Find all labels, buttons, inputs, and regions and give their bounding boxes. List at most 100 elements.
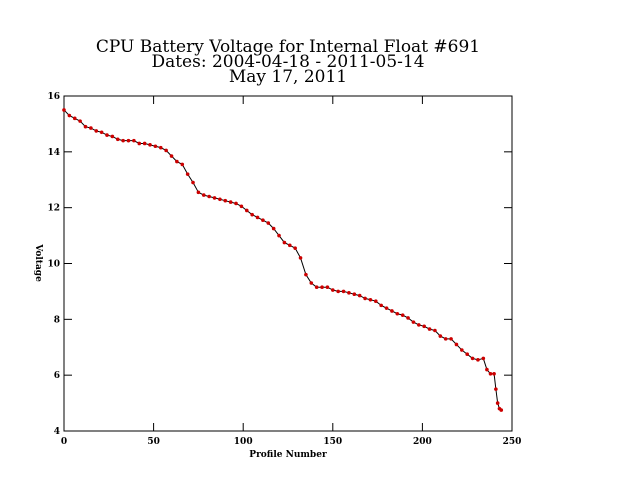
data-point [422,324,426,329]
data-point [476,358,480,362]
data-point [132,138,136,143]
data-point [83,124,88,129]
data-point [158,145,163,150]
data-point [67,113,72,118]
data-point [228,200,233,204]
y-tick-label: 10 [47,260,60,270]
data-point [287,243,292,248]
data-point [331,288,335,292]
data-point [293,246,297,250]
data-point [470,356,475,361]
data-point [390,309,394,313]
data-point [62,108,66,112]
y-tick-label: 4 [54,427,60,437]
x-tick-label: 100 [234,437,253,447]
data-point [89,126,93,130]
data-point [406,316,410,320]
data-point [325,285,330,290]
data-point [277,233,281,238]
data-point [218,197,222,202]
y-tick-label: 14 [47,148,60,158]
y-tick-label: 16 [47,92,60,102]
data-point [411,320,416,324]
data-point [336,289,340,294]
x-axis-label: Profile Number [249,450,327,460]
data-point [201,193,206,197]
data-point [223,198,228,203]
data-point [244,208,249,213]
data-point [196,190,201,195]
data-point [499,408,504,412]
data-point [153,144,158,149]
data-point [309,281,314,285]
data-point [465,352,470,357]
data-point [460,348,464,352]
data-point [454,342,459,347]
data-point [180,162,185,167]
data-point [191,180,195,185]
data-point [110,134,115,139]
data-point [255,215,260,220]
data-point [175,159,179,164]
data-point [494,387,498,391]
data-point [485,367,489,372]
data-point [212,196,217,200]
x-tick-label: 0 [61,437,67,447]
x-tick-label: 200 [413,437,432,447]
data-point [314,285,319,290]
data-point [78,119,82,123]
data-point [142,141,147,146]
data-point [185,172,190,176]
data-point [169,154,174,158]
y-tick-label: 8 [54,315,60,325]
data-point [379,303,383,308]
x-tick-label: 50 [147,437,160,447]
data-point [341,289,346,294]
data-point [164,148,168,153]
data-point [94,129,99,133]
data-point [492,371,496,376]
data-point [234,201,238,206]
data-point [395,311,400,316]
data-point [363,296,367,301]
data-point [105,133,109,137]
data-point [250,212,254,217]
y-tick-label: 6 [54,371,60,381]
data-point [449,337,453,341]
data-point [148,143,152,147]
data-point [417,323,421,327]
data-point [266,221,271,225]
data-point [271,226,276,231]
data-point [357,293,362,298]
chart-date: May 17, 2011 [229,67,347,87]
data-point [121,138,125,143]
data-point [488,371,493,376]
data-point [495,401,500,405]
plot-frame [63,95,513,432]
chart-subtitle: Dates: 2004-04-18 - 2011-05-14 [151,52,424,72]
x-tick-label: 250 [503,437,522,447]
chart-title: CPU Battery Voltage for Internal Float #… [96,37,480,57]
data-point [320,285,324,290]
data-point [115,137,120,142]
data-point [137,141,142,146]
y-tick-label: 12 [47,204,60,214]
data-point [438,334,443,338]
data-point [126,138,131,143]
data-point [400,313,405,317]
data-point [99,130,104,135]
x-tick-label: 150 [323,437,342,447]
data-line [63,109,502,411]
data-point [352,292,357,297]
data-point [427,327,432,331]
data-point [347,291,351,295]
data-point [304,272,308,277]
data-point [374,299,378,303]
data-point [368,297,373,302]
data-point [384,306,389,310]
data-point [72,116,77,121]
data-point [298,256,303,260]
data-point [239,204,244,209]
y-axis-label: Voltage [33,243,43,282]
